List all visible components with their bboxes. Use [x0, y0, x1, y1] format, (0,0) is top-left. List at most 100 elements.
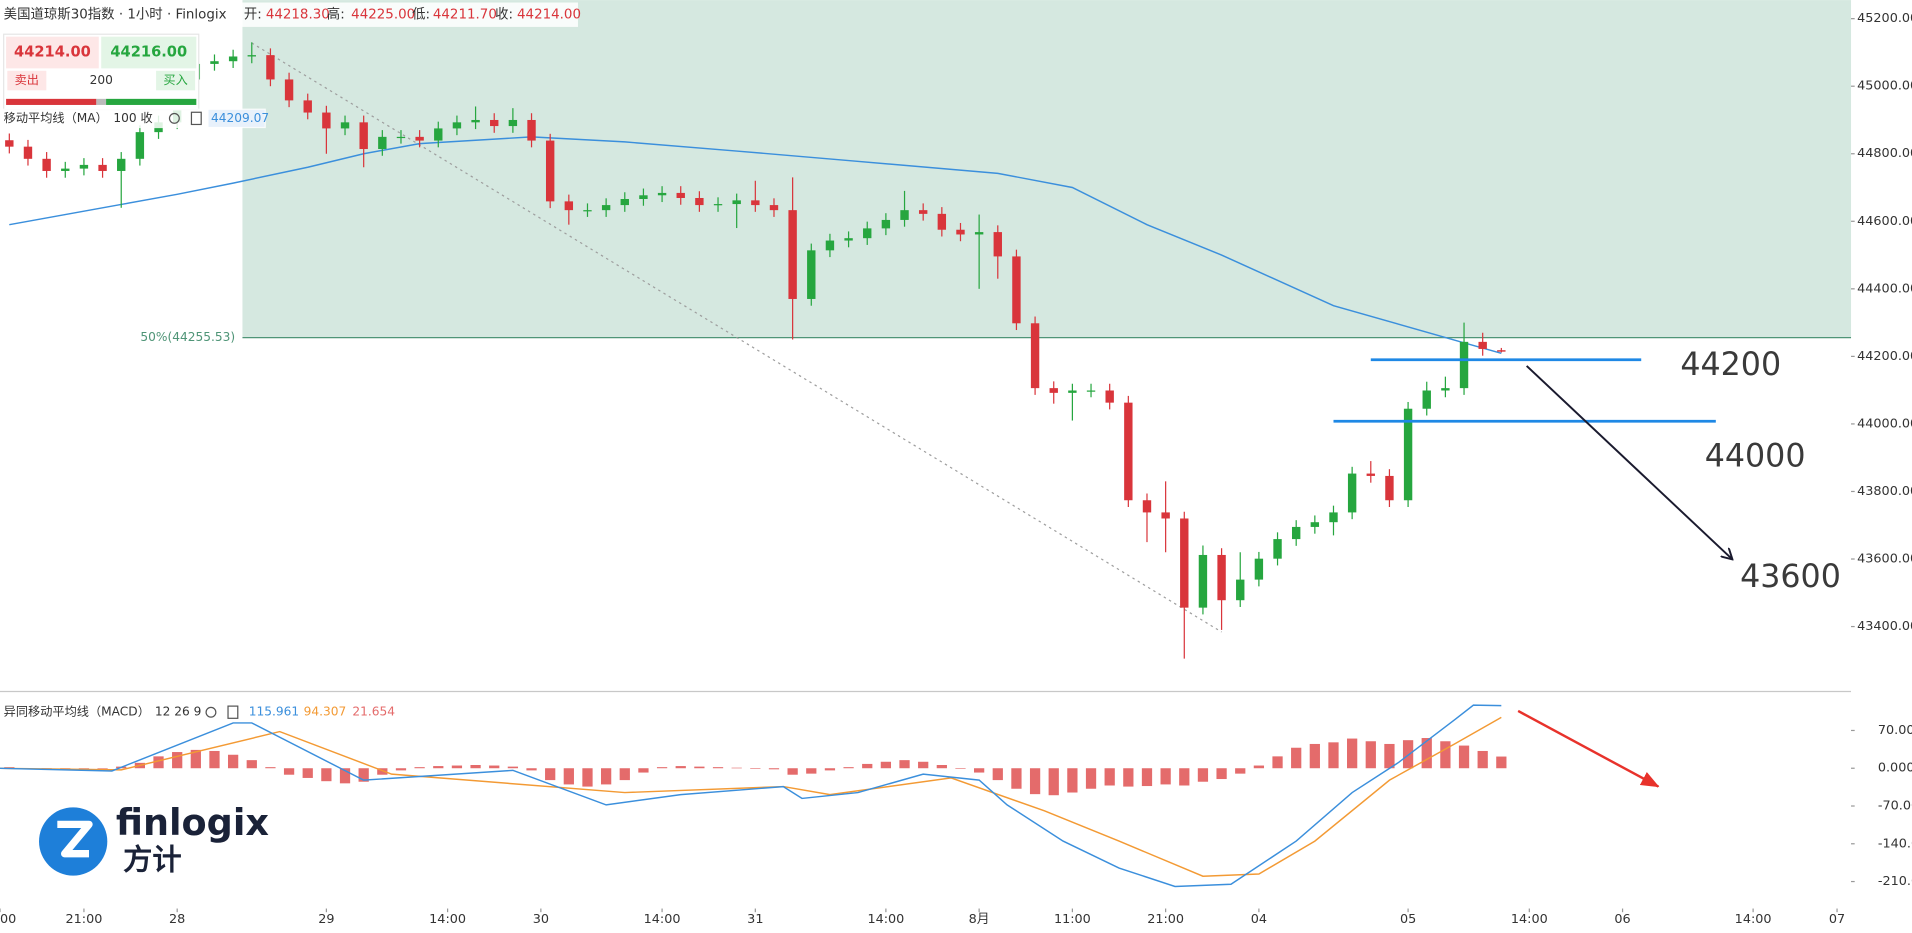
dif-value: 115.961 — [249, 705, 299, 719]
macd-bar — [1272, 756, 1283, 769]
macd-bar — [824, 768, 836, 771]
candle-body — [863, 228, 872, 239]
candle-body — [844, 238, 853, 241]
macd-bar — [1141, 768, 1153, 787]
candle-body — [583, 210, 592, 212]
settings-icon[interactable] — [168, 112, 180, 124]
x-tick-label: 14:00 — [644, 912, 681, 927]
sell-label[interactable]: 卖出 — [15, 73, 39, 87]
dea-value: 94.307 — [304, 705, 347, 719]
macd-bar — [1365, 741, 1376, 769]
candle-body — [1105, 390, 1114, 403]
macd-bar — [209, 750, 220, 769]
arrow — [1517, 709, 1660, 788]
candle-body — [1030, 323, 1040, 389]
candle-body — [639, 195, 648, 200]
quantity[interactable]: 200 — [90, 73, 113, 87]
buy-label[interactable]: 买入 — [163, 73, 187, 87]
buy-button[interactable] — [156, 70, 196, 91]
candle-body — [545, 140, 555, 202]
x-tick-label: 21:00 — [65, 912, 102, 927]
ma-legend: 移动平均线（MA） 100 收 44209.07 — [0, 108, 269, 129]
candle-body — [788, 210, 797, 299]
candle-body — [1180, 518, 1189, 608]
macd-bar — [656, 767, 668, 769]
macd-legend: 异同移动平均线（MACD） 12 26 9 115.961 94.307 21.… — [4, 705, 395, 719]
x-tick-label: 11:00 — [1054, 912, 1091, 927]
fib-label: 50%(44255.53) — [140, 330, 235, 344]
sell-price[interactable]: 44214.00 — [14, 44, 91, 61]
x-tick-label: 31 — [747, 912, 763, 927]
delete-icon[interactable] — [227, 705, 239, 719]
macd-bar — [1197, 768, 1209, 782]
macd-bar — [1085, 768, 1097, 789]
arrow — [1526, 365, 1732, 559]
candle-body — [1142, 500, 1152, 513]
macd-bar — [768, 768, 780, 770]
candle-body — [359, 122, 368, 150]
candle-body — [657, 192, 667, 196]
macd-bar — [358, 768, 369, 782]
header-value: 44225.00 — [351, 8, 415, 23]
candle-body — [881, 219, 891, 229]
candle-body — [732, 200, 741, 205]
buy-price[interactable]: 44216.00 — [110, 44, 187, 61]
header: 美国道琼斯30指数 · 1小时 · Finlogix 开: 44218.30 高… — [0, 2, 581, 27]
x-tick-label: 04 — [1251, 912, 1267, 927]
x-tick-label: 8月 — [969, 912, 990, 927]
buy-box[interactable] — [101, 36, 197, 69]
ma-params: 100 收 — [113, 111, 152, 125]
candle-body — [415, 136, 424, 141]
candle-body — [1198, 554, 1208, 608]
y-tick-label: 45200.00 — [1857, 11, 1912, 26]
macd-bar — [321, 768, 332, 782]
settings-icon[interactable] — [205, 706, 217, 718]
dea-line — [0, 716, 1502, 877]
macd-bar — [731, 767, 742, 769]
macd-bar — [153, 756, 164, 769]
candle-body — [713, 204, 723, 206]
macd-bar — [1029, 768, 1041, 795]
header-value: 44211.70 — [433, 8, 497, 23]
candle-body — [695, 197, 704, 206]
y-tick-label: -140.000 — [1878, 836, 1912, 851]
delete-icon[interactable] — [190, 111, 202, 126]
x-tick-label: 30 — [533, 912, 549, 927]
header-label: 低: — [412, 7, 430, 23]
header-bg — [0, 2, 578, 27]
candle-body — [918, 210, 928, 214]
candle-body — [1161, 512, 1170, 519]
macd-bar — [507, 766, 519, 769]
sell-box[interactable] — [6, 36, 99, 69]
sell-button[interactable] — [7, 70, 47, 91]
macd-bar — [489, 765, 500, 769]
candle-body — [210, 61, 219, 64]
macd-bar — [1309, 743, 1320, 769]
macd-bar — [97, 768, 108, 769]
y-tick-label: 44400.00 — [1857, 281, 1912, 296]
macd-bar — [1123, 768, 1134, 787]
candle-body — [1385, 475, 1394, 501]
candle-body — [751, 200, 760, 206]
y-tick-label: 45000.00 — [1857, 79, 1912, 94]
macd-bar — [936, 765, 947, 769]
macd-params: 12 26 9 — [155, 705, 202, 719]
candle-body — [266, 55, 275, 80]
macd-bar — [377, 768, 388, 775]
header-title: 美国道琼斯30指数 · 1小时 · Finlogix — [4, 7, 227, 23]
macd-bar — [246, 760, 257, 769]
macd-bar — [1216, 768, 1227, 780]
candle-body — [1459, 341, 1469, 389]
candle-body — [993, 232, 1002, 257]
y-tick-label: 44600.00 — [1857, 214, 1912, 229]
candle-body — [825, 240, 835, 251]
y-tick-label: 44000.00 — [1857, 416, 1912, 431]
candle-body — [452, 122, 462, 129]
x-tick-label: 07 — [1829, 912, 1845, 927]
macd-bar — [694, 766, 705, 769]
macd-bar — [1067, 768, 1078, 793]
x-tick-label: 28 — [169, 912, 185, 927]
